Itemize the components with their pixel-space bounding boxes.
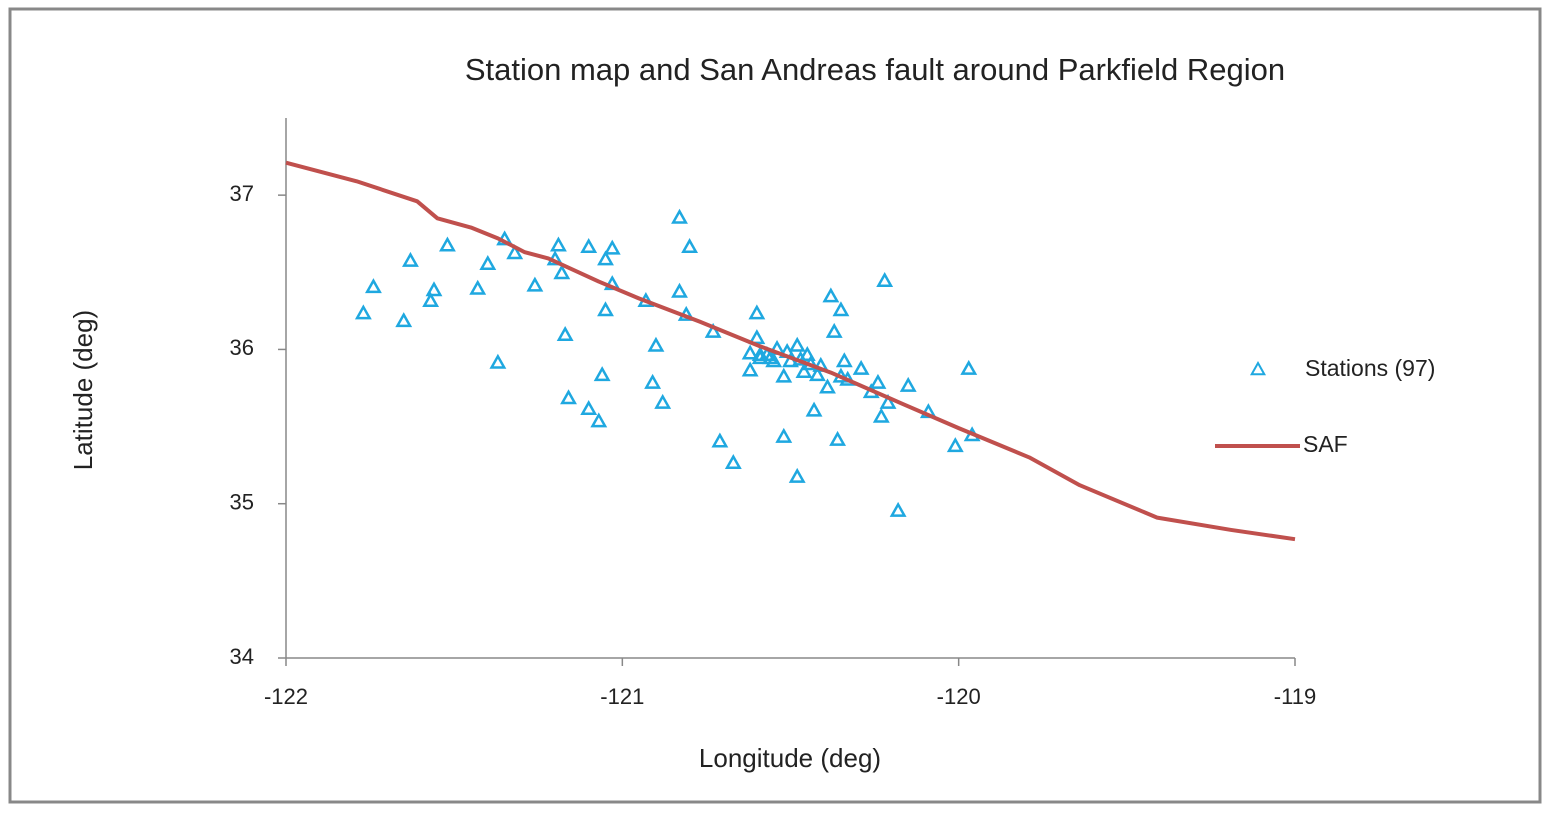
y-tick-label: 37 [230, 181, 254, 206]
station-marker [879, 393, 897, 409]
station-marker [899, 376, 917, 392]
station-marker [654, 393, 672, 409]
x-tick-label: -120 [937, 684, 981, 709]
station-marker [580, 400, 598, 416]
station-marker [724, 454, 742, 470]
station-marker [825, 322, 843, 338]
station-marker [597, 250, 614, 266]
station-marker [354, 304, 372, 320]
legend-label: SAF [1303, 431, 1348, 457]
station-marker [506, 244, 524, 260]
station-marker [671, 282, 688, 298]
station-marker [593, 366, 611, 382]
station-marker [832, 301, 850, 317]
station-marker [711, 432, 729, 448]
station-marker [805, 401, 823, 417]
station-marker [808, 366, 826, 382]
station-marker [876, 271, 894, 287]
y-axis-label: Latitude (deg) [68, 310, 98, 470]
station-marker [751, 349, 769, 365]
station-marker [788, 467, 806, 483]
y-tick-label: 36 [230, 335, 254, 360]
station-marker [835, 352, 853, 368]
station-marker [489, 353, 507, 369]
station-marker [822, 287, 840, 303]
x-tick-label: -122 [264, 684, 308, 709]
legend-swatch [1249, 360, 1267, 376]
station-marker [788, 336, 806, 352]
station-marker [960, 359, 978, 375]
station-marker [526, 276, 544, 292]
station-marker [597, 301, 614, 317]
station-marker [852, 359, 870, 375]
station-marker [798, 346, 816, 362]
station-marker [775, 367, 793, 383]
station-marker [556, 325, 574, 341]
station-marker [469, 279, 487, 295]
station-marker [603, 239, 621, 255]
station-marker [549, 236, 567, 252]
station-marker [365, 278, 382, 294]
station-marker [704, 322, 722, 338]
station-marker [590, 412, 608, 428]
fault-line [285, 160, 1296, 542]
legend-label: Stations (97) [1305, 355, 1435, 381]
station-marker [765, 352, 783, 368]
station-marker [644, 373, 662, 389]
station-marker [869, 373, 887, 389]
y-tick-label: 35 [230, 490, 254, 515]
station-marker [553, 264, 571, 280]
station-marker [775, 427, 793, 443]
chart-title: Station map and San Andreas fault around… [465, 52, 1285, 87]
station-marker [819, 378, 836, 394]
station-marker [395, 312, 413, 328]
y-tick-label: 34 [230, 644, 254, 669]
station-marker [741, 344, 759, 360]
station-marker [439, 236, 456, 252]
station-marker [681, 238, 699, 254]
station-marker [422, 292, 440, 308]
station-marker [647, 336, 665, 352]
station-marker [425, 281, 443, 297]
station-marker [402, 251, 419, 267]
station-marker [580, 238, 598, 254]
chart-frame [8, 7, 1542, 804]
x-tick-label: -119 [1274, 684, 1316, 709]
station-marker [748, 304, 766, 320]
station-marker [560, 389, 577, 405]
station-marker [872, 407, 890, 423]
station-marker [829, 430, 847, 446]
station-marker [671, 208, 688, 224]
station-marker [741, 361, 759, 377]
x-axis-label: Longitude (deg) [699, 743, 881, 773]
station-marker [479, 255, 497, 271]
x-tick-label: -121 [600, 684, 644, 709]
station-marker [946, 437, 964, 453]
station-marker [889, 501, 907, 517]
station-marker [795, 363, 813, 379]
